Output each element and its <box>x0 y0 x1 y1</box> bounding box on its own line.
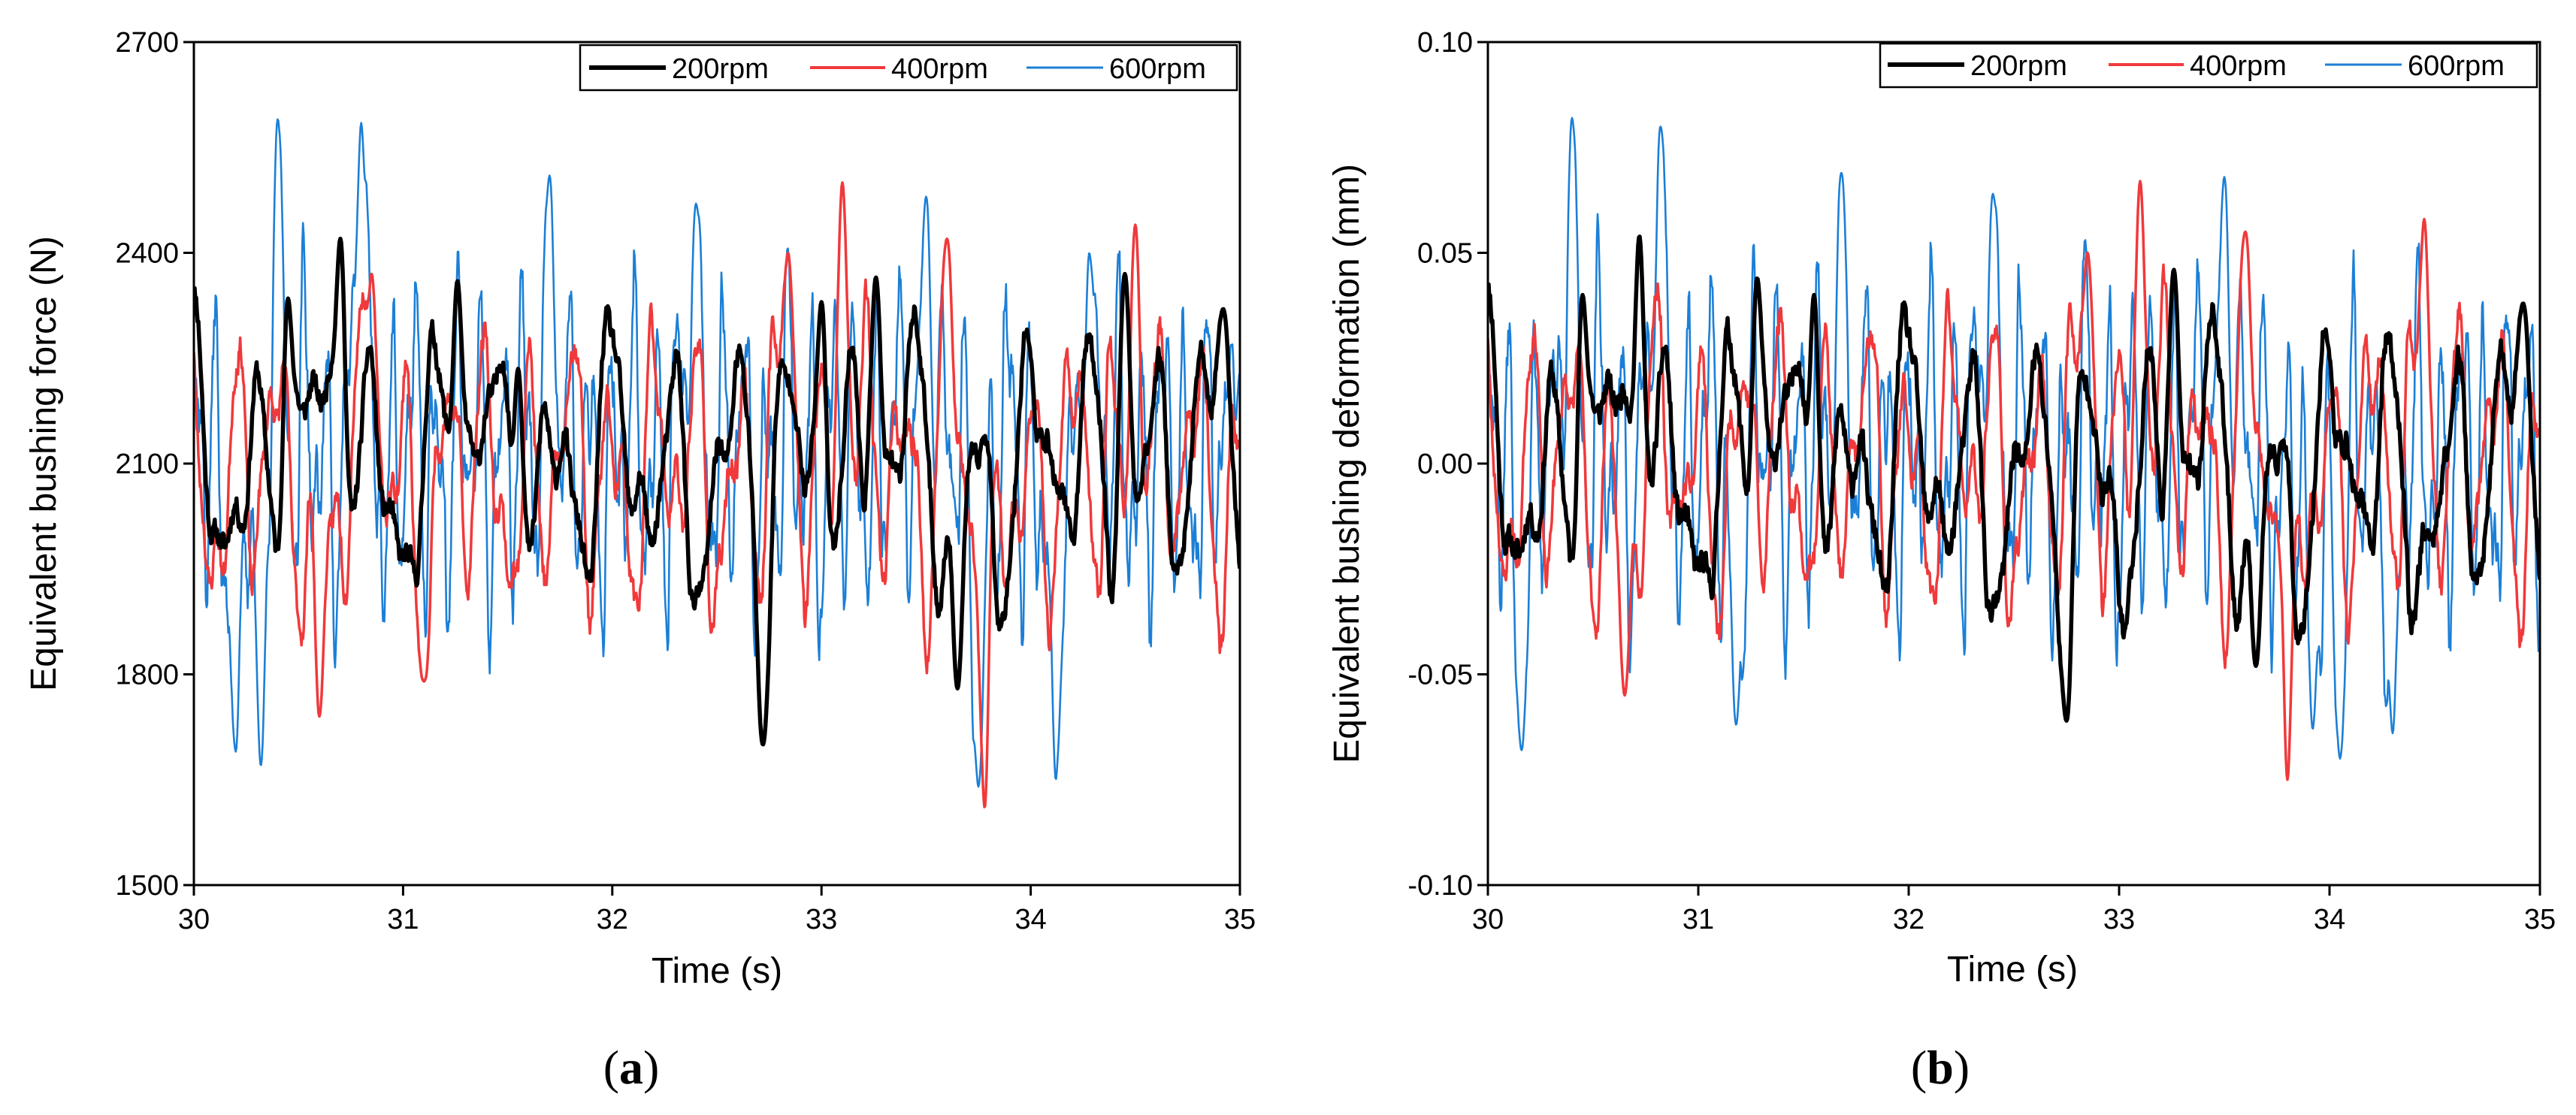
panel-label-b-letter: b <box>1927 1041 1954 1094</box>
x-tick-label-a: 35 <box>1224 904 1256 935</box>
legend-b: 200rpm 400rpm 600rpm <box>1879 42 2538 89</box>
y-tick-label-a: 1500 <box>115 870 179 902</box>
y-tick-label-b: 0.10 <box>1417 27 1473 59</box>
x-tick-label-a: 30 <box>178 904 210 935</box>
series-layer-a <box>194 118 1240 808</box>
y-tick-label-b: -0.10 <box>1407 870 1473 902</box>
panel-label-b-close: ) <box>1954 1041 1970 1094</box>
panel-label-b-open: ( <box>1911 1041 1927 1094</box>
series-line-200rpm-b <box>1488 234 2540 723</box>
x-tick-label-b: 34 <box>2314 904 2345 935</box>
legend-label-600rpm-b: 600rpm <box>2408 50 2505 82</box>
y-axis-title-b: Equivalent bushing deformation (mm) <box>1327 164 1367 763</box>
legend-label-600rpm-a: 600rpm <box>1109 53 1206 85</box>
legend-label-200rpm-b: 200rpm <box>1970 50 2067 82</box>
y-axis-title-a: Equivalent bushing force (N) <box>24 236 64 691</box>
y-tick-label-a: 2700 <box>115 27 179 59</box>
panel-label-a-open: ( <box>603 1041 619 1094</box>
x-tick-label-a: 34 <box>1014 904 1046 935</box>
y-tick-label-b: 0.00 <box>1417 449 1473 480</box>
x-axis-title-a: Time (s) <box>652 951 782 991</box>
y-tick-label-a: 2400 <box>115 238 179 270</box>
y-tick-label-a: 1800 <box>115 660 179 691</box>
panel-label-b: (b) <box>1911 1041 1970 1094</box>
y-tick-label-a: 2100 <box>115 449 179 480</box>
legend-label-400rpm-a: 400rpm <box>891 53 988 85</box>
legend-label-400rpm-b: 400rpm <box>2190 50 2287 82</box>
x-tick-label-b: 32 <box>1893 904 1924 935</box>
x-tick-label-b: 33 <box>2103 904 2135 935</box>
chart-panel-b: 30 31 32 33 34 35 -0.10 -0.05 0.00 0.05 0.10 Time … <box>1327 27 2556 1094</box>
series-line-400rpm-b <box>1488 180 2540 781</box>
legend-label-200rpm-a: 200rpm <box>672 53 769 85</box>
legend-box-a <box>579 44 1238 92</box>
panel-label-a-letter: a <box>619 1041 643 1094</box>
x-tick-label-b: 35 <box>2524 904 2556 935</box>
series-line-600rpm-a <box>194 118 1240 788</box>
legend-box-b <box>1879 42 2538 89</box>
series-layer-b <box>1488 116 2540 781</box>
x-tick-label-b: 31 <box>1683 904 1714 935</box>
series-line-400rpm-a <box>194 181 1240 808</box>
x-tick-label-b: 30 <box>1472 904 1504 935</box>
series-line-200rpm-a <box>194 237 1240 747</box>
panel-label-a: (a) <box>603 1041 660 1094</box>
chart-panel-a: 30 31 32 33 34 35 1500 1800 2100 2400 2700 Time (s… <box>24 27 1256 1094</box>
ticks-b: 30 31 32 33 34 35 -0.10 -0.05 0.00 0.05 0.10 <box>1407 27 2556 935</box>
x-tick-label-a: 32 <box>597 904 628 935</box>
x-tick-label-a: 33 <box>806 904 837 935</box>
y-tick-label-b: 0.05 <box>1417 238 1473 270</box>
legend-a: 200rpm 400rpm 600rpm <box>579 44 1238 92</box>
ticks-a: 30 31 32 33 34 35 1500 1800 2100 2400 2700 <box>115 27 1256 935</box>
x-axis-title-b: Time (s) <box>1947 950 2078 990</box>
panel-label-a-close: ) <box>643 1041 659 1094</box>
y-tick-label-b: -0.05 <box>1407 660 1473 691</box>
x-tick-label-a: 31 <box>387 904 419 935</box>
